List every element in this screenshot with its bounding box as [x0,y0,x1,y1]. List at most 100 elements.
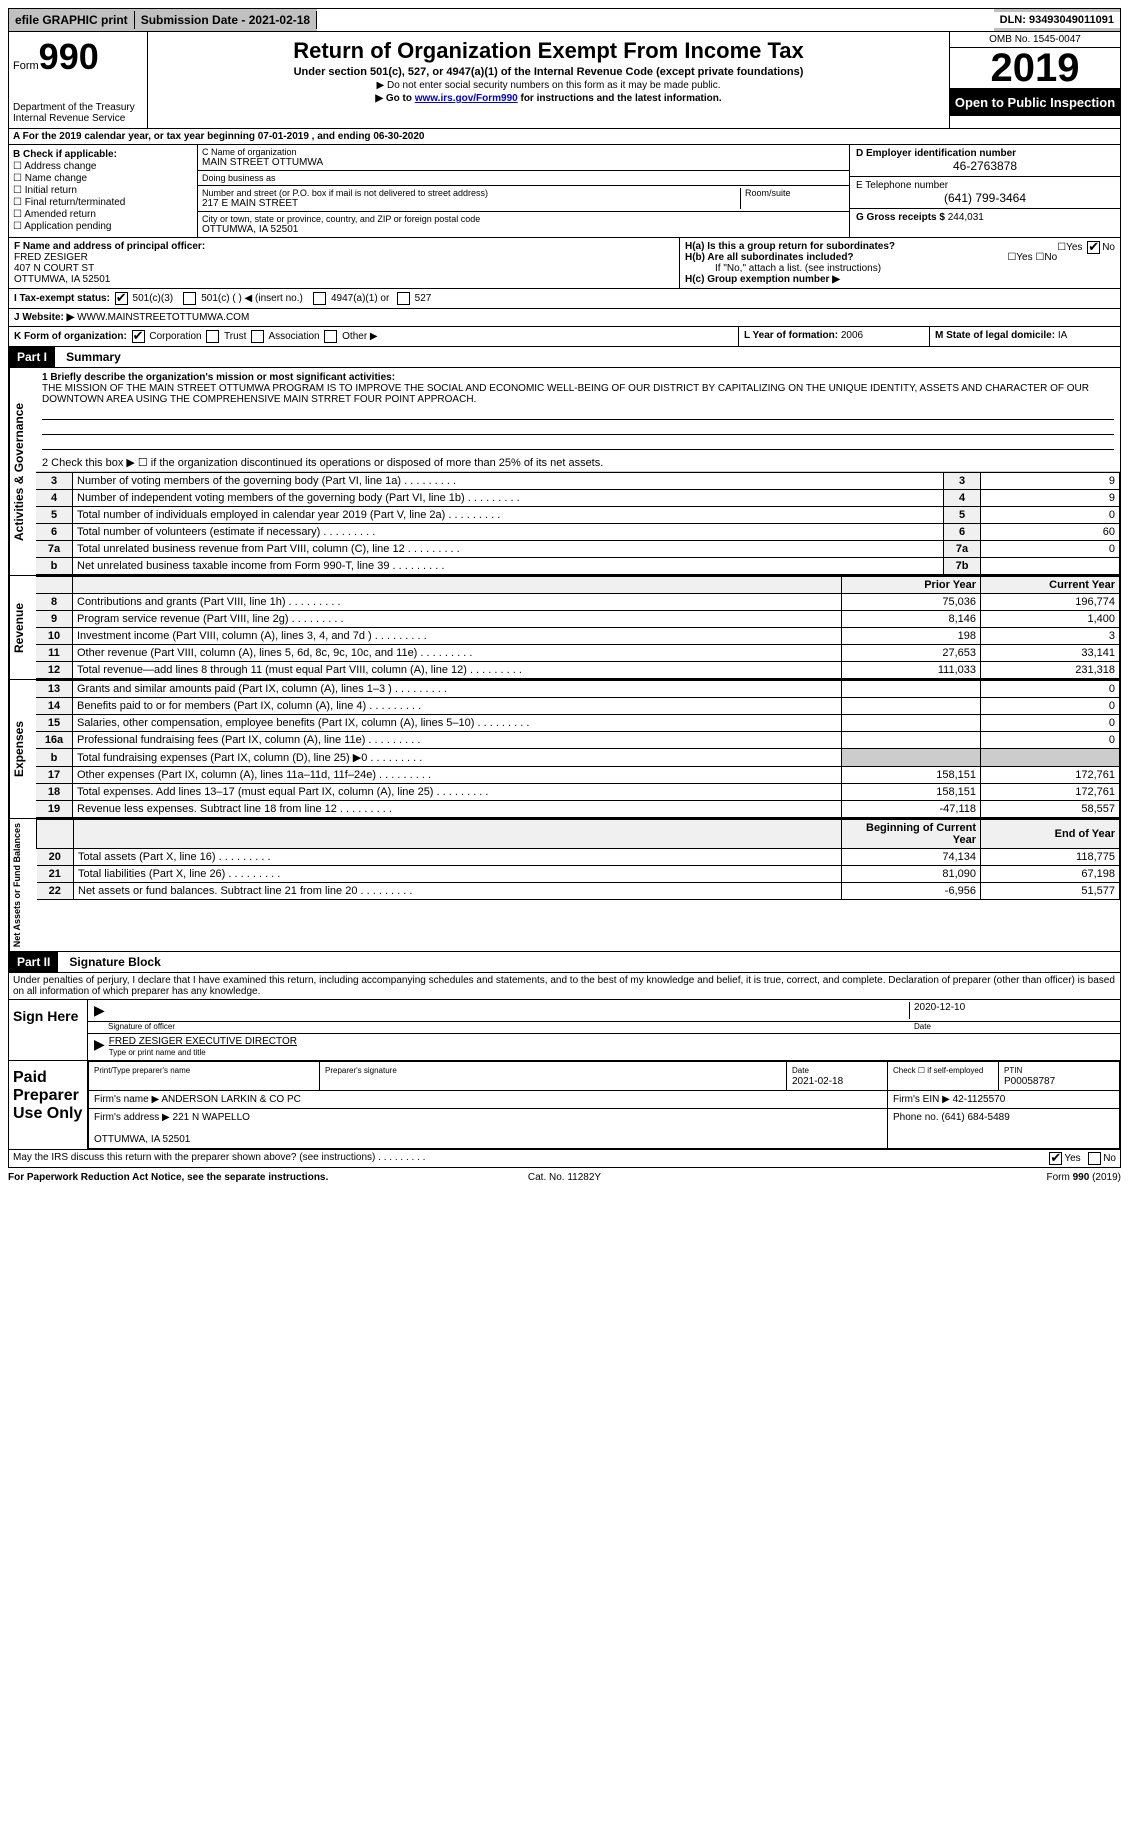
hb-label: H(b) Are all subordinates included? [685,252,854,263]
dln-label: DLN: [1000,14,1029,26]
vtab-governance: Activities & Governance [9,368,36,575]
o1: 501(c)(3) [133,293,174,304]
form-org: K Form of organization: Corporation Trus… [9,327,739,346]
form-number: Form990 [13,36,143,78]
officer-addr2: OTTUMWA, IA 52501 [14,274,110,285]
chk-amended[interactable]: ☐ Amended return [13,209,193,220]
footer: For Paperwork Reduction Act Notice, see … [8,1168,1121,1187]
col-b: B Check if applicable: ☐ Address change … [9,145,198,237]
prep-date-label: Date [792,1066,809,1075]
form-ref: Form 990 (2019) [750,1172,1121,1183]
form-label: Form [13,60,39,72]
discuss-yes-checkbox[interactable] [1049,1152,1062,1165]
org-name: MAIN STREET OTTUMWA [202,157,845,168]
arrow-icon: ▶ [94,1036,105,1058]
col-c: C Name of organization MAIN STREET OTTUM… [198,145,850,237]
revenue-table: Prior Year Current Year 8Contributions a… [36,576,1120,679]
sig-officer-sublabel: Signature of officer [108,1022,914,1031]
group-return: H(a) Is this a group return for subordin… [680,238,1120,288]
chk-address-change[interactable]: ☐ Address change [13,161,193,172]
ko3: Association [268,331,319,342]
chk-trust[interactable] [206,330,219,343]
chk-527[interactable] [397,292,410,305]
hdr-beg: Beginning of Current Year [842,820,981,849]
cat-no: Cat. No. 11282Y [379,1172,750,1183]
mission-block: 1 Briefly describe the organization's mi… [36,368,1120,454]
firm-name: ANDERSON LARKIN & CO PC [161,1094,300,1105]
gross-value: 244,031 [948,212,984,223]
street-address: 217 E MAIN STREET [202,198,736,209]
table-row: bNet unrelated business taxable income f… [36,558,1120,575]
colb-title: B Check if applicable: [13,149,193,160]
header-left: Form990 Department of the Treasury Inter… [9,32,148,128]
chk-label: Initial return [25,185,77,196]
netassets-section: Net Assets or Fund Balances Beginning of… [8,819,1121,952]
subdate-label: Submission Date - [141,13,249,27]
table-row: 20Total assets (Part X, line 16)74,13411… [37,849,1120,866]
officer-name: FRED ZESIGER [14,252,88,263]
part1-title: Summary [58,347,129,367]
expenses-section: Expenses 13Grants and similar amounts pa… [8,680,1121,819]
state-domicile: M State of legal domicile: IA [930,327,1120,346]
paperwork-notice: For Paperwork Reduction Act Notice, see … [8,1172,379,1183]
perjury-declaration: Under penalties of perjury, I declare th… [8,973,1121,1000]
name-title-sublabel: Type or print name and title [109,1048,206,1057]
dba-label: Doing business as [202,173,845,183]
o4: 527 [415,293,432,304]
yes-label: Yes [1064,1153,1080,1164]
gross-cell: G Gross receipts $ 244,031 [850,209,1120,226]
chk-pending[interactable]: ☐ Application pending [13,221,193,232]
revenue-section: Revenue Prior Year Current Year 8Contrib… [8,576,1121,680]
underline [42,407,1114,420]
officer-name-title: FRED ZESIGER EXECUTIVE DIRECTOR [109,1036,297,1047]
chk-final-return[interactable]: ☐ Final return/terminated [13,197,193,208]
subdate-value: 2021-02-18 [249,13,310,27]
arrow-icon: ▶ [94,1002,105,1019]
chk-name-change[interactable]: ☐ Name change [13,173,193,184]
year-formation: L Year of formation: 2006 [739,327,930,346]
vtab-netassets: Net Assets or Fund Balances [9,819,36,951]
prep-sig-label: Preparer's signature [325,1066,397,1075]
org-name-cell: C Name of organization MAIN STREET OTTUM… [198,145,849,171]
vtab-expenses: Expenses [9,680,36,818]
table-row: 16aProfessional fundraising fees (Part I… [36,732,1120,749]
name-title-field: FRED ZESIGER EXECUTIVE DIRECTOR Type or … [109,1036,1114,1058]
prep-self-employed[interactable]: Check ☐ if self-employed [893,1066,983,1075]
chk-initial-return[interactable]: ☐ Initial return [13,185,193,196]
part1-tag: Part I [9,347,55,367]
chk-other[interactable] [324,330,337,343]
officer-signature-field[interactable] [109,1002,909,1019]
dln: DLN: 93493049011091 [994,12,1120,28]
table-row: 5Total number of individuals employed in… [36,507,1120,524]
firm-addr-label: Firm's address ▶ [94,1112,173,1123]
col-d: D Employer identification number 46-2763… [850,145,1120,237]
name-label: C Name of organization [202,147,845,157]
underline [42,422,1114,435]
phone-cell: E Telephone number (641) 799-3464 [850,177,1120,209]
chk-4947[interactable] [313,292,326,305]
efile-print[interactable]: efile GRAPHIC print [9,11,135,29]
prep-date: 2021-02-18 [792,1076,843,1087]
table-row: 21Total liabilities (Part X, line 26)81,… [37,866,1120,883]
ptin-label: PTIN [1004,1066,1022,1075]
chk-label: Address change [24,161,96,172]
table-row: 3Number of voting members of the governi… [36,473,1120,490]
table-row: 15Salaries, other compensation, employee… [36,715,1120,732]
chk-assoc[interactable] [251,330,264,343]
chk-501c3[interactable] [115,292,128,305]
addr-cell: Number and street (or P.O. box if mail i… [198,186,849,212]
hdr-prior: Prior Year [842,577,981,594]
discuss-no-checkbox[interactable] [1088,1152,1101,1165]
irs-link[interactable]: www.irs.gov/Form990 [415,93,518,104]
chk-501c[interactable] [183,292,196,305]
spacer [317,9,994,31]
chk-corp[interactable] [132,330,145,343]
table-row: 6Total number of volunteers (estimate if… [36,524,1120,541]
open-inspection: Open to Public Inspection [950,89,1120,116]
ha-no-checkbox[interactable] [1087,241,1100,254]
chk-label: Final return/terminated [25,197,126,208]
table-row: 18Total expenses. Add lines 13–17 (must … [36,784,1120,801]
discuss-row: May the IRS discuss this return with the… [8,1150,1121,1168]
mission-text: THE MISSION OF THE MAIN STREET OTTUMWA P… [42,383,1089,405]
room-label: Room/suite [745,188,845,198]
